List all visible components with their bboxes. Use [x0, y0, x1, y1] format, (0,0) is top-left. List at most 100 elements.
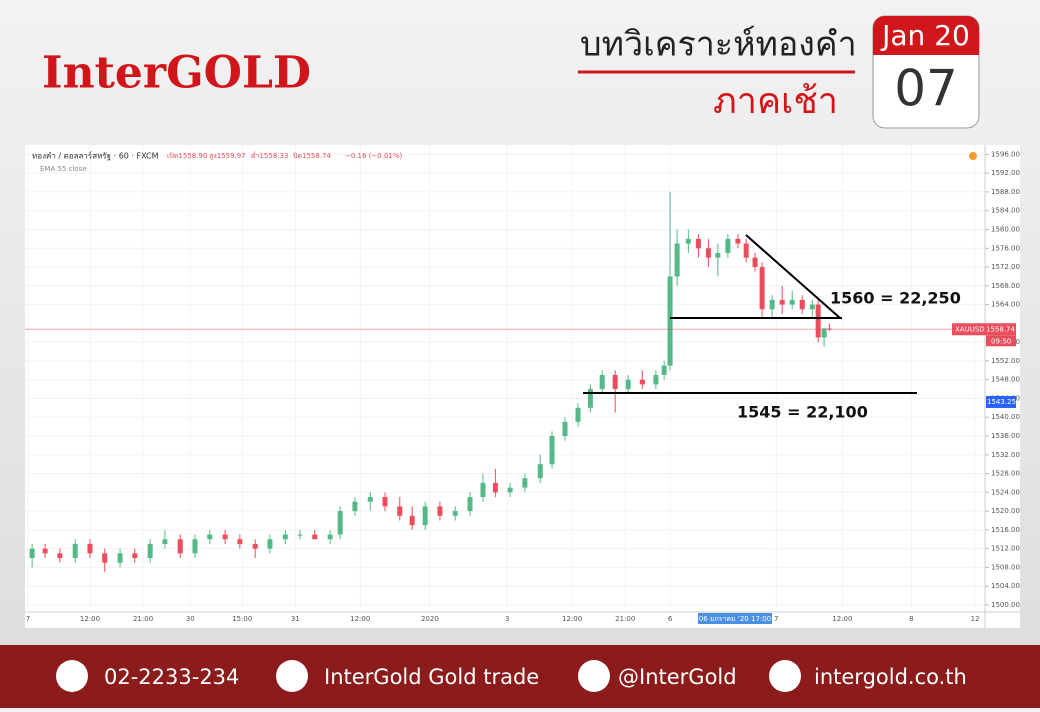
candle-body	[147, 543, 153, 559]
x-tick-label: 3	[505, 615, 509, 623]
candle-body	[117, 553, 123, 563]
annotation: 1545 = 22,100	[737, 403, 868, 422]
trend-line	[745, 234, 841, 319]
title: บทวิเคราะห์ทองคำ	[580, 25, 857, 65]
facebook-icon	[276, 660, 308, 692]
candle-body	[743, 243, 749, 258]
marker-price-box	[986, 395, 1016, 408]
candle-body	[422, 506, 428, 526]
candle-body	[267, 539, 273, 549]
web-icon	[769, 660, 801, 692]
x-tick-label: 2020	[421, 615, 439, 623]
candle-body	[282, 534, 288, 540]
candle-body	[337, 511, 343, 535]
x-tick-label: 8	[909, 615, 913, 623]
candle-body	[132, 553, 138, 559]
cursor-time: 06 มกราคม '20 17:00	[699, 615, 771, 623]
candle-body	[522, 478, 528, 488]
y-tick-label: 1528.00	[991, 470, 1020, 478]
plot: 1500.00 1504.00 1508.00 1512.00 1516.00 1520.…	[25, 145, 1020, 624]
candle-body	[507, 487, 513, 493]
y-tick-label: 1588.00	[991, 188, 1020, 196]
x-tick-label: 12	[971, 615, 980, 623]
candle-body	[397, 506, 403, 516]
candle-body	[382, 497, 388, 507]
candle-body	[192, 539, 198, 554]
y-tick-label: 1512.00	[991, 545, 1020, 553]
y-tick-label: 1580.00	[991, 225, 1020, 233]
candle-body	[252, 543, 258, 549]
candle-body	[653, 374, 659, 385]
candle-body	[661, 365, 667, 375]
y-tick-label: 1516.00	[991, 526, 1020, 534]
candle-body	[87, 543, 93, 554]
last-price-box	[952, 323, 1016, 336]
candle-body	[779, 299, 785, 305]
candle-body	[452, 511, 458, 516]
y-tick-label: 1568.00	[991, 282, 1020, 290]
y-tick-label: 1548.00	[991, 376, 1020, 384]
y-tick-label: 1552.00	[991, 357, 1020, 365]
phone: 02-2233-234	[104, 665, 239, 689]
candle-body	[312, 534, 318, 540]
x-tick-label: 12:00	[80, 615, 100, 623]
countdown-box	[986, 335, 1016, 347]
candle-body	[102, 553, 108, 563]
y-tick-label: 1576.00	[991, 244, 1020, 252]
x-tick-label: 21:00	[615, 615, 635, 623]
symbol: ทองคำ / ดอลลาร์สหรัฐ · 60 · FXCM	[32, 151, 159, 161]
marker-price: 1543.25	[987, 398, 1016, 406]
candle-body	[752, 257, 758, 268]
last-price: 1558.74	[986, 325, 1015, 333]
cursor-time-box	[697, 613, 772, 624]
candle-body	[815, 304, 821, 338]
alert-dot	[969, 152, 977, 160]
x-tick-label: 21:00	[133, 615, 153, 623]
candle-body	[695, 238, 701, 249]
candle-body	[352, 501, 358, 512]
x-tick-label: 6	[668, 615, 673, 623]
candle-body	[575, 407, 581, 422]
candle-body	[237, 539, 243, 544]
candle-body	[809, 304, 815, 310]
indicator: EMA 55 close	[40, 165, 87, 173]
y-tick-label: 1584.00	[991, 207, 1020, 215]
y-tick-label: 1564.00	[991, 301, 1020, 309]
candle-body	[789, 299, 795, 305]
y-tick-label: 1500.00	[991, 601, 1020, 609]
candle-body	[587, 389, 593, 408]
candle-body	[29, 548, 35, 559]
x-tick-label: 31	[291, 615, 300, 623]
month: Jan 20	[880, 19, 970, 52]
candle-body	[562, 421, 568, 436]
candle-body	[437, 506, 443, 516]
candle-body	[367, 497, 373, 502]
candle-body	[549, 435, 555, 465]
x-tick-label: 7	[774, 615, 778, 623]
x-tick-label: 15:00	[232, 615, 252, 623]
y-tick-label: 1524.00	[991, 488, 1020, 496]
candle-body	[685, 238, 691, 244]
candle-body	[492, 482, 498, 493]
x-tick-label: 12:00	[562, 615, 582, 623]
y-tick-label: 1592.00	[991, 169, 1020, 177]
candle-body	[162, 539, 168, 544]
candle-body	[667, 276, 673, 366]
ohlc-value: สูง1559.97	[209, 152, 246, 160]
candle-body	[674, 243, 680, 277]
ohlc-value: ต่ำ1558.33	[251, 151, 288, 160]
footer-band	[0, 645, 1040, 708]
candle-body	[821, 328, 827, 338]
calendar-top	[873, 16, 979, 55]
countdown: 09:50	[991, 337, 1011, 345]
candle-body	[57, 553, 63, 559]
ohlc-value: ปิด1558.74	[293, 152, 332, 160]
candle-body	[207, 534, 213, 540]
y-tick-label: 1504.00	[991, 582, 1020, 590]
ohlc-value: −0.16 (−0.01%)	[345, 152, 403, 160]
ohlc-value: เปิด1558.90	[167, 152, 207, 160]
x-tick-label: 12:00	[350, 615, 370, 623]
x-tick-label: 7	[26, 615, 30, 623]
